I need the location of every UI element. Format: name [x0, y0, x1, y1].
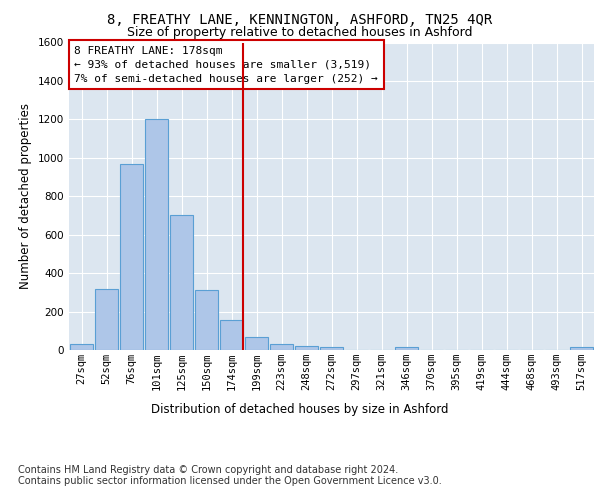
Bar [195, 290, 218, 350]
Bar [295, 346, 318, 350]
Bar [270, 344, 293, 350]
Y-axis label: Number of detached properties: Number of detached properties [19, 104, 32, 289]
Bar [320, 347, 343, 350]
Text: Distribution of detached houses by size in Ashford: Distribution of detached houses by size … [151, 402, 449, 415]
Bar [95, 288, 118, 350]
Bar [570, 347, 593, 350]
Bar [395, 347, 418, 350]
Text: Contains HM Land Registry data © Crown copyright and database right 2024.: Contains HM Land Registry data © Crown c… [18, 465, 398, 475]
Bar [145, 120, 168, 350]
Bar [170, 216, 193, 350]
Text: 8, FREATHY LANE, KENNINGTON, ASHFORD, TN25 4QR: 8, FREATHY LANE, KENNINGTON, ASHFORD, TN… [107, 12, 493, 26]
Bar [245, 336, 268, 350]
Bar [120, 164, 143, 350]
Text: Size of property relative to detached houses in Ashford: Size of property relative to detached ho… [127, 26, 473, 39]
Text: 8 FREATHY LANE: 178sqm
← 93% of detached houses are smaller (3,519)
7% of semi-d: 8 FREATHY LANE: 178sqm ← 93% of detached… [74, 46, 378, 84]
Bar [70, 344, 93, 350]
Bar [220, 320, 243, 350]
Text: Contains public sector information licensed under the Open Government Licence v3: Contains public sector information licen… [18, 476, 442, 486]
